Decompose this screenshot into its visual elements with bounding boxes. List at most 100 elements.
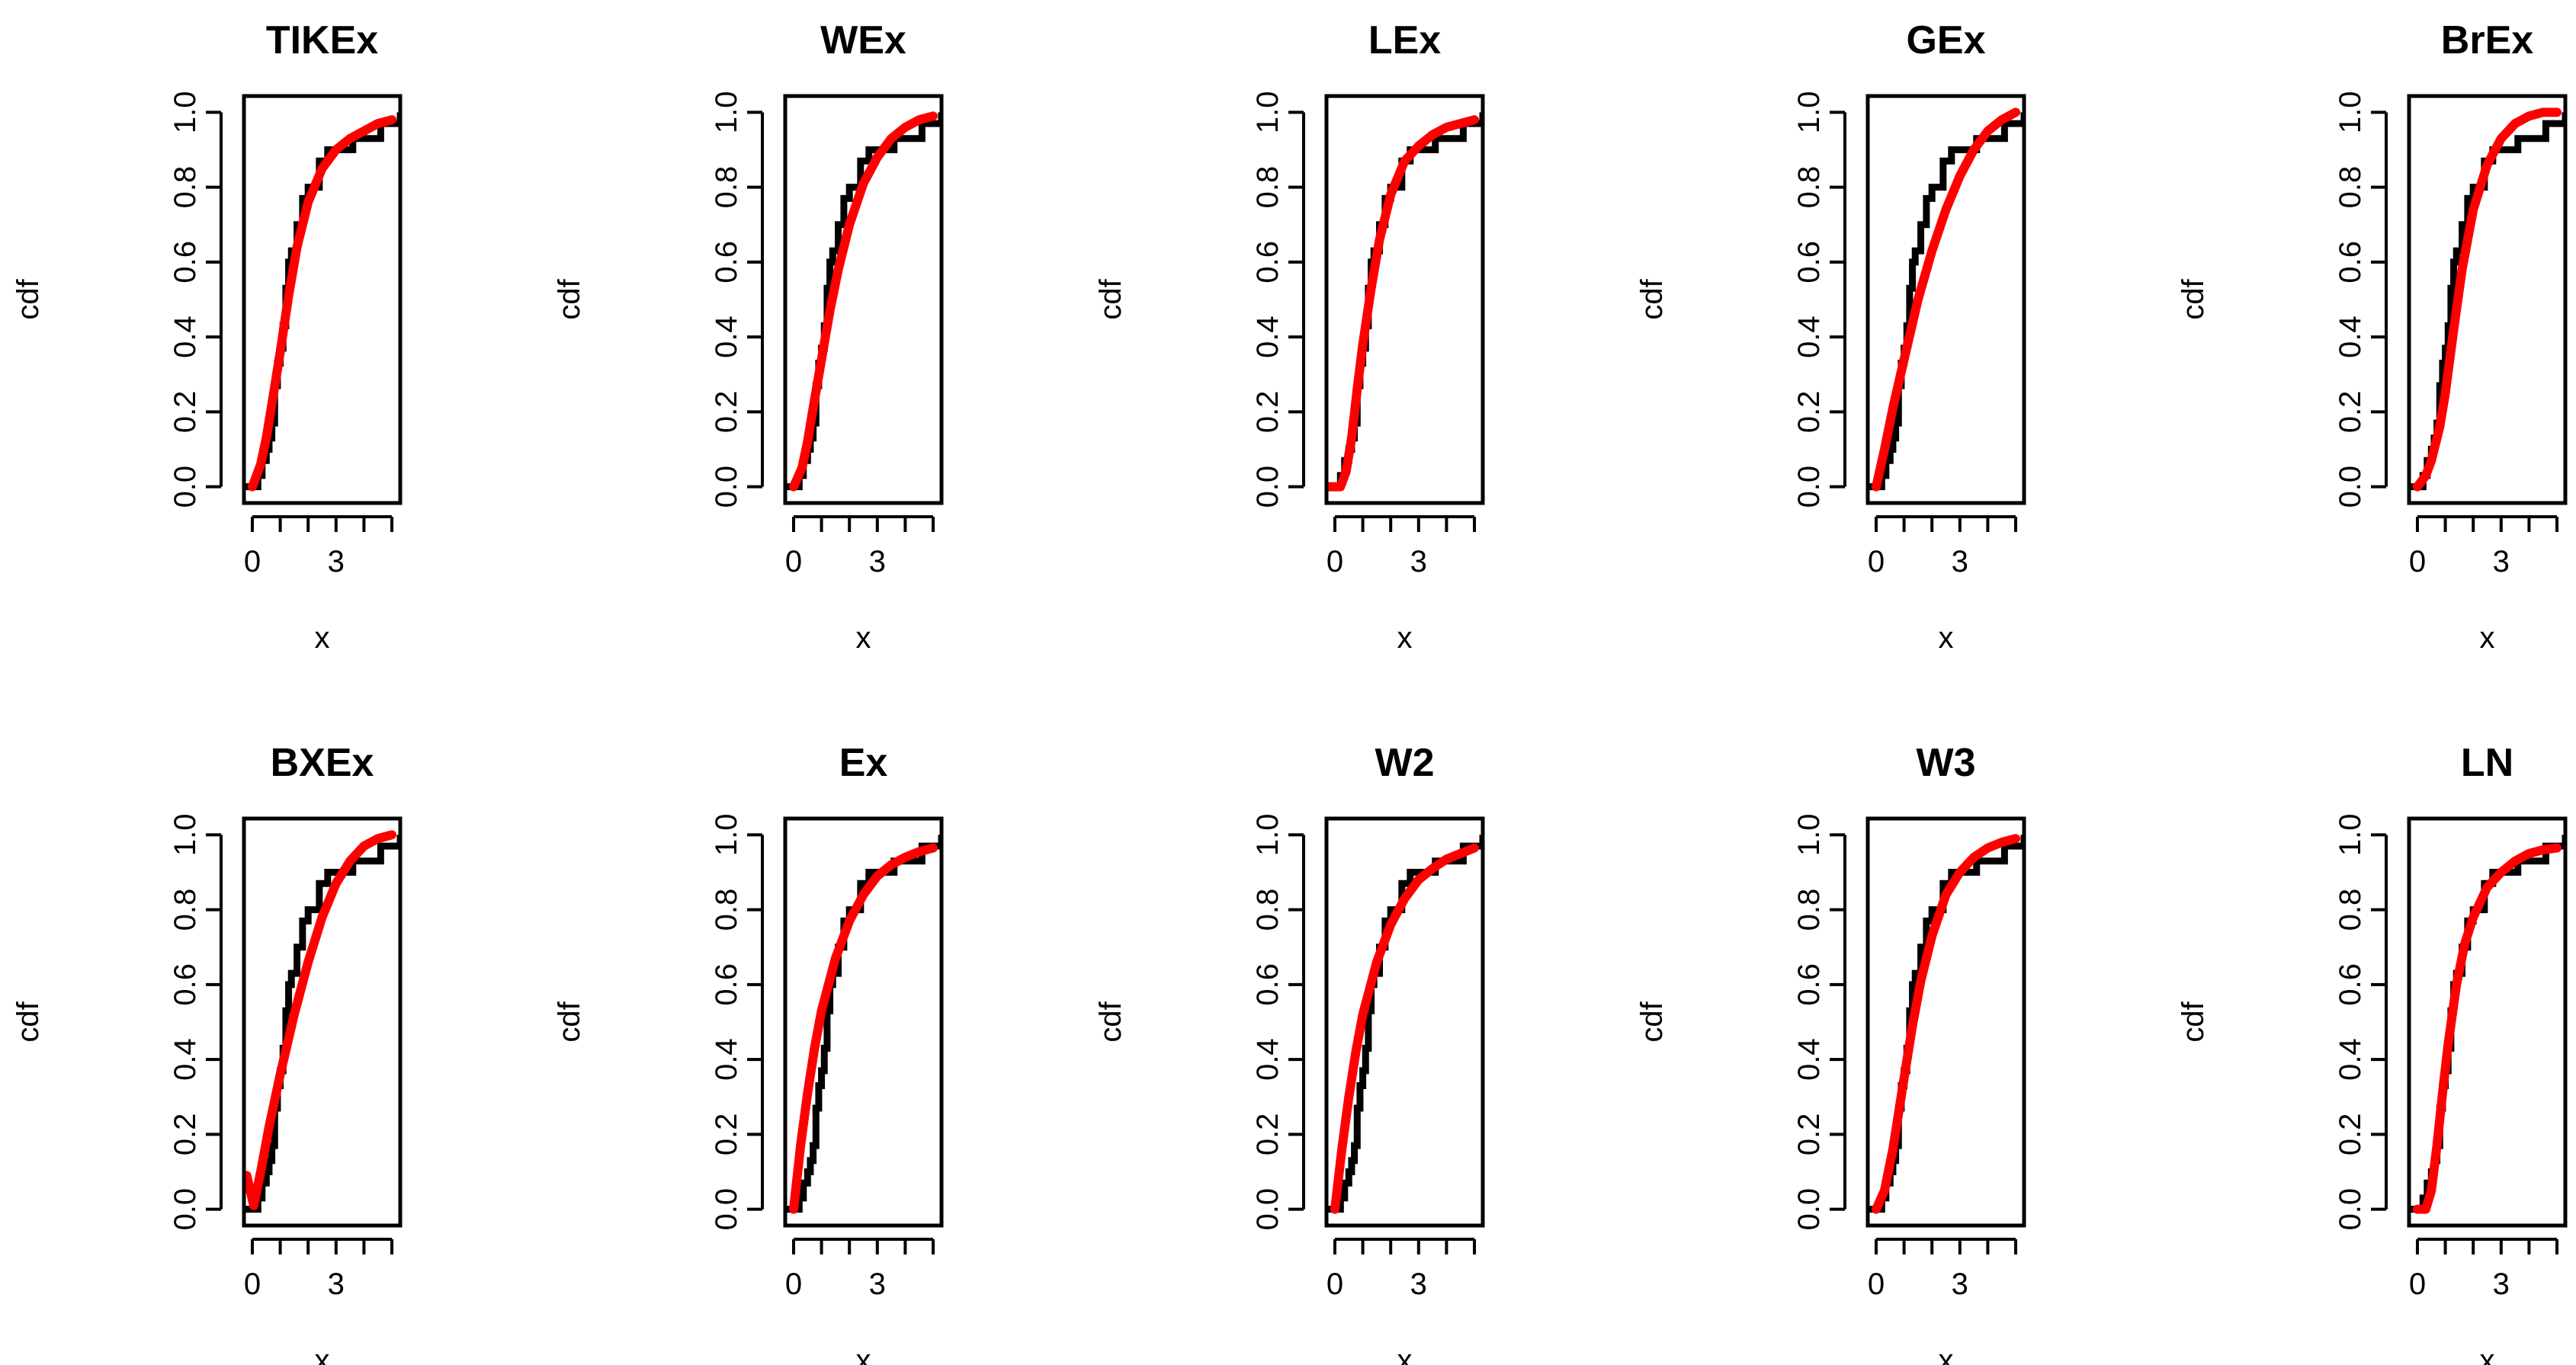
y-tick-label: 0.4	[2334, 316, 2367, 358]
y-tick-label: 1.0	[710, 814, 743, 857]
y-tick-label: 1.0	[710, 91, 743, 134]
x-tick-label: 3	[869, 545, 886, 578]
x-tick-label: 0	[1326, 545, 1343, 578]
plot-frame	[2407, 816, 2568, 1228]
plot-frame	[2407, 94, 2568, 505]
plot-frame	[242, 816, 403, 1228]
x-axis-label: x	[1939, 621, 1954, 655]
y-tick-label: 0.6	[168, 963, 202, 1006]
x-axis-label: x	[315, 1344, 330, 1365]
x-axis-label: x	[1397, 1344, 1413, 1365]
fitted-cdf-curve	[788, 843, 938, 1214]
x-tick-label: 0	[244, 545, 261, 578]
y-axis: 0.0 0.2 0.4 0.6 0.8 1.0	[1792, 91, 1846, 508]
y-axis-label: cdf	[11, 278, 45, 319]
x-tick-label: 0	[2409, 545, 2426, 578]
y-axis-label: cdf	[553, 278, 586, 319]
y-tick-label: 1.0	[1251, 814, 1285, 857]
y-tick-label: 0.8	[710, 166, 743, 209]
x-axis-label: x	[1939, 1344, 1954, 1365]
x-axis-label: x	[2480, 1344, 2495, 1365]
y-tick-label: 0.2	[710, 1113, 743, 1156]
x-tick-label: 0	[785, 1267, 802, 1301]
y-tick-label: 0.2	[168, 1113, 202, 1156]
y-tick-label: 0.0	[710, 1188, 743, 1231]
fitted-cdf-curve	[1871, 107, 2021, 492]
y-axis-label: cdf	[1635, 1001, 1669, 1042]
y-tick-label: 1.0	[2334, 91, 2367, 134]
y-tick-label: 0.2	[2334, 1113, 2367, 1156]
y-axis: 0.0 0.2 0.4 0.6 0.8 1.0	[710, 814, 764, 1231]
panel-title: LN	[2461, 741, 2513, 785]
x-tick-label: 3	[1952, 545, 1968, 578]
y-tick-label: 1.0	[168, 91, 202, 134]
y-tick-label: 0.2	[1792, 391, 1826, 434]
y-tick-label: 0.4	[168, 1038, 202, 1081]
y-tick-label: 0.4	[1251, 316, 1285, 358]
y-tick-label: 0.6	[1251, 241, 1285, 284]
y-tick-label: 0.4	[1792, 1038, 1826, 1081]
panel-title: BXEx	[271, 741, 374, 785]
y-tick-label: 1.0	[168, 814, 202, 857]
y-tick-label: 0.6	[168, 241, 202, 284]
y-tick-label: 0.6	[2334, 241, 2367, 284]
x-tick-label: 0	[785, 545, 802, 578]
fitted-cdf-curve	[1330, 843, 1480, 1214]
y-tick-label: 1.0	[2334, 814, 2367, 857]
panel-title: TIKEx	[266, 18, 378, 62]
panel-title: GEx	[1906, 18, 1985, 62]
panel-title: W2	[1375, 741, 1435, 785]
x-tick-label: 3	[328, 545, 345, 578]
y-tick-label: 0.2	[710, 391, 743, 434]
y-tick-label: 0.0	[1792, 466, 1826, 508]
panel-title: WEx	[820, 18, 906, 62]
y-tick-label: 0.6	[710, 241, 743, 284]
panel-title: W3	[1917, 741, 1976, 785]
fitted-cdf-curve	[244, 830, 397, 1210]
y-tick-label: 0.0	[2334, 466, 2367, 508]
y-axis-label: cdf	[2177, 1001, 2210, 1042]
x-tick-label: 3	[1952, 1267, 1968, 1301]
y-tick-label: 0.4	[1792, 316, 1826, 358]
y-tick-label: 0.0	[168, 1188, 202, 1231]
y-tick-label: 0.0	[1251, 466, 1285, 508]
x-tick-label: 0	[1326, 1267, 1343, 1301]
y-axis: 0.0 0.2 0.4 0.6 0.8 1.0	[1251, 91, 1305, 508]
y-tick-label: 0.0	[168, 466, 202, 508]
x-tick-label: 3	[869, 1267, 886, 1301]
y-axis: 0.0 0.2 0.4 0.6 0.8 1.0	[168, 814, 223, 1231]
x-axis-label: x	[856, 621, 871, 655]
x-tick-label: 3	[328, 1267, 345, 1301]
fitted-cdf-curve	[2412, 843, 2562, 1214]
y-axis-label: cdf	[1094, 1001, 1128, 1042]
y-tick-label: 0.6	[1792, 241, 1826, 284]
plot-frame	[1865, 816, 2026, 1228]
y-axis: 0.0 0.2 0.4 0.6 0.8 1.0	[710, 91, 764, 508]
y-tick-label: 0.2	[1792, 1113, 1826, 1156]
y-tick-label: 0.8	[1792, 889, 1826, 931]
y-tick-label: 1.0	[1251, 91, 1285, 134]
fitted-cdf-curve	[1871, 834, 2021, 1214]
y-axis-label: cdf	[1635, 278, 1669, 319]
plot-frame	[1324, 816, 1485, 1228]
y-tick-label: 0.8	[1251, 166, 1285, 209]
y-tick-label: 1.0	[1792, 814, 1826, 857]
y-tick-label: 0.4	[168, 316, 202, 358]
x-tick-label: 3	[2493, 1267, 2510, 1301]
fitted-cdf-curve	[788, 111, 938, 492]
y-tick-label: 0.8	[2334, 889, 2367, 931]
